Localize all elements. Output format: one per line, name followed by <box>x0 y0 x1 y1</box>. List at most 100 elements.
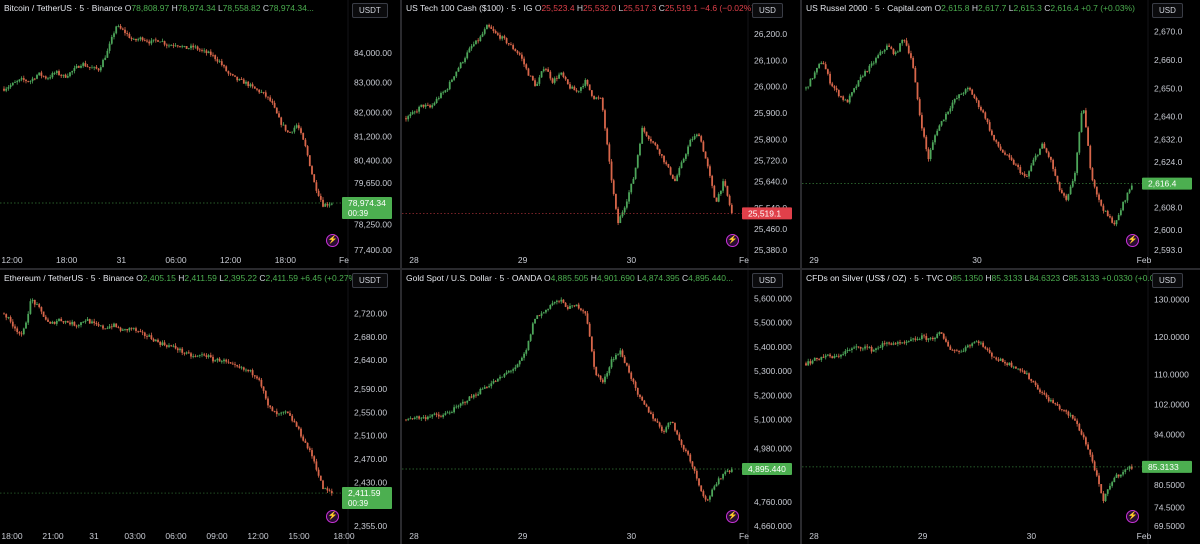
candle-body <box>527 340 530 351</box>
candle-body <box>975 341 978 343</box>
candle-body <box>126 32 129 34</box>
candle-body <box>853 88 856 93</box>
candle-body <box>1119 474 1122 477</box>
candle-body <box>496 33 499 35</box>
candle-body <box>671 174 674 179</box>
candle-body <box>475 394 477 396</box>
candle-body <box>826 354 829 356</box>
lightning-icon[interactable]: ⚡ <box>326 234 339 247</box>
candle-body <box>446 412 449 414</box>
candle-body <box>422 104 425 107</box>
chart-canvas[interactable]: 2,670.0 2,660.0 2,650.0 2,640.0 2,632.0 2,624… <box>802 0 1200 268</box>
lightning-icon[interactable]: ⚡ <box>726 510 739 523</box>
chart-canvas[interactable]: 5,600.000 5,500.000 5,400.000 5,300.000 5,20… <box>402 270 800 544</box>
lightning-icon[interactable]: ⚡ <box>1126 234 1139 247</box>
symbol-title[interactable]: US Russel 2000 · 5 · Capital.com <box>806 3 935 13</box>
symbol-title[interactable]: Gold Spot / U.S. Dollar · 5 · OANDA <box>406 273 544 283</box>
chart-canvas[interactable]: 26,200.0 26,100.0 26,000.0 25,900.0 25,800.0… <box>402 0 800 268</box>
lightning-icon[interactable]: ⚡ <box>326 510 339 523</box>
panel-divider[interactable] <box>0 268 1200 270</box>
candle-body <box>907 341 910 342</box>
candle-body <box>709 496 711 500</box>
candle-body <box>93 321 96 324</box>
candle-body <box>1080 113 1083 133</box>
chart-panel-5[interactable]: 5,600.000 5,500.000 5,400.000 5,300.000 5,20… <box>402 270 800 544</box>
currency-button[interactable]: USD <box>1152 3 1183 18</box>
symbol-title[interactable]: US Tech 100 Cash ($100) · 5 · IG <box>406 3 535 13</box>
candle-body <box>433 102 436 106</box>
candle-body <box>150 335 153 340</box>
currency-button[interactable]: USD <box>752 3 783 18</box>
candle-body <box>555 300 558 302</box>
candle-body <box>507 43 510 45</box>
candle-body <box>730 204 733 213</box>
symbol-title[interactable]: Ethereum / TetherUS · 5 · Binance <box>4 273 137 283</box>
currency-button[interactable]: USDT <box>352 3 388 18</box>
chart-canvas[interactable]: 130.0000 120.0000 110.0000 102.0000 94.0000 8… <box>802 270 1200 544</box>
last-price-label: 85.3133 <box>1148 462 1179 472</box>
candle-body <box>914 338 917 340</box>
currency-button[interactable]: USD <box>1152 273 1183 288</box>
candle-body <box>1104 210 1107 212</box>
candle-body <box>405 419 407 421</box>
chart-canvas[interactable]: 2,720.00 2,680.00 2,640.00 2,590.00 2,550.00… <box>0 270 400 544</box>
candle-body <box>896 342 899 344</box>
symbol-title[interactable]: Bitcoin / TetherUS · 5 · Binance <box>4 3 125 13</box>
ohlc-key: O <box>534 3 542 13</box>
candle-body <box>920 335 923 340</box>
candle-body <box>448 81 451 90</box>
chart-panel-3[interactable]: 2,670.0 2,660.0 2,650.0 2,640.0 2,632.0 2,624… <box>802 0 1200 268</box>
candle-body <box>311 166 313 175</box>
candle-body <box>475 40 477 45</box>
y-tick-label: 2,355.00 <box>354 521 387 531</box>
candle-body <box>264 390 267 399</box>
candle-body <box>663 431 665 432</box>
candle-body <box>64 74 67 78</box>
candle-body <box>1074 172 1076 182</box>
candle-body <box>135 38 137 41</box>
candle-body <box>711 489 714 497</box>
candle-body <box>49 77 52 79</box>
candle-body <box>1113 477 1116 483</box>
candle-body <box>861 348 864 350</box>
lightning-icon[interactable]: ⚡ <box>1126 510 1139 523</box>
candle-body <box>73 68 76 71</box>
currency-button[interactable]: USDT <box>352 273 388 288</box>
x-tick-label: 03:00 <box>124 531 146 541</box>
candle-body <box>468 48 471 53</box>
candle-body <box>132 38 135 40</box>
candle-body <box>630 183 633 193</box>
currency-button[interactable]: USD <box>752 273 783 288</box>
candle-body <box>328 490 331 492</box>
candle-body <box>949 108 952 112</box>
candle-body <box>715 484 718 487</box>
candle-body <box>424 417 427 420</box>
candle-body <box>466 52 469 59</box>
candle-body <box>942 119 945 122</box>
candle-body <box>547 69 550 72</box>
candle-body <box>881 51 884 53</box>
candle-body <box>411 112 414 115</box>
panel-divider[interactable] <box>800 0 802 544</box>
lightning-icon[interactable]: ⚡ <box>726 234 739 247</box>
candle-body <box>719 478 722 480</box>
candle-body <box>234 75 236 77</box>
candle-body <box>929 149 932 160</box>
symbol-title[interactable]: CFDs on Silver (US$ / OZ) · 5 · TVC <box>806 273 946 283</box>
candle-body <box>864 71 866 77</box>
candle-body <box>275 411 278 415</box>
candle-body <box>715 197 718 202</box>
candle-body <box>986 118 989 123</box>
panel-divider[interactable] <box>400 0 402 544</box>
candle-body <box>647 135 650 140</box>
chart-panel-1[interactable]: 84,000.00 83,000.00 82,000.00 81,200.00 80,4… <box>0 0 400 268</box>
candle-body <box>152 339 155 342</box>
chart-canvas[interactable]: 84,000.00 83,000.00 82,000.00 81,200.00 80,4… <box>0 0 400 268</box>
candle-body <box>916 82 919 100</box>
candle-body <box>536 315 539 319</box>
candle-body <box>315 182 318 191</box>
candle-body <box>986 348 989 350</box>
chart-panel-2[interactable]: 26,200.0 26,100.0 26,000.0 25,900.0 25,800.0… <box>402 0 800 268</box>
chart-panel-6[interactable]: 130.0000 120.0000 110.0000 102.0000 94.0000 8… <box>802 270 1200 544</box>
chart-panel-4[interactable]: 2,720.00 2,680.00 2,640.00 2,590.00 2,550.00… <box>0 270 400 544</box>
